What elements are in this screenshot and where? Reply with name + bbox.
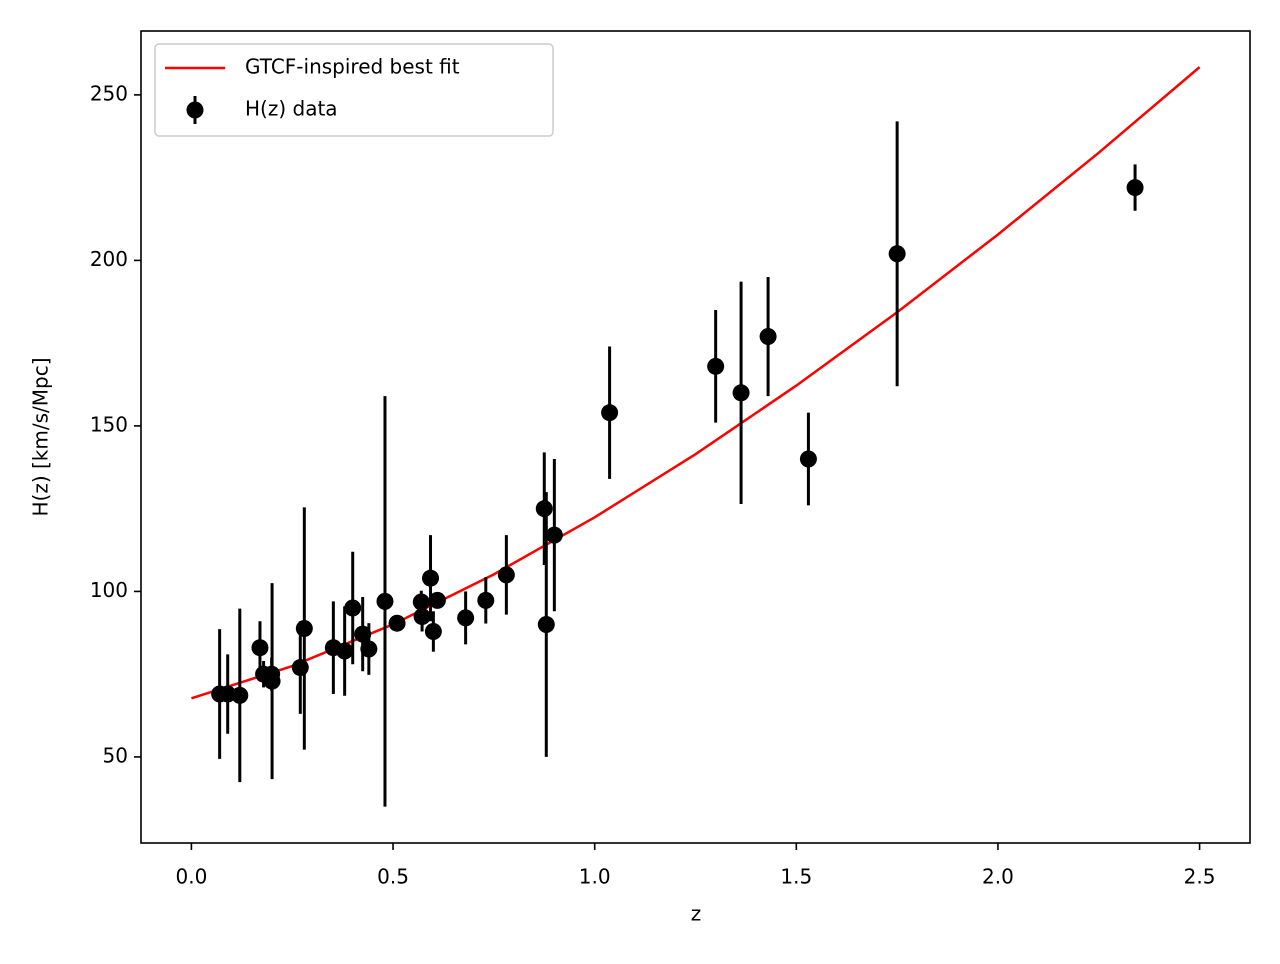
data-point <box>457 609 475 627</box>
x-tick-label: 1.5 <box>780 865 812 889</box>
data-point <box>545 526 563 544</box>
data-point <box>535 500 553 518</box>
data-point <box>537 616 555 634</box>
data-point <box>354 625 372 643</box>
plot-frame <box>140 30 1251 844</box>
data-point <box>497 566 515 584</box>
data-point <box>263 672 281 690</box>
y-axis-label: H(z) [km/s/Mpc] <box>29 357 53 516</box>
data-point <box>707 357 725 375</box>
y-tick-label: 50 <box>103 743 128 767</box>
y-tick-label: 150 <box>90 412 128 436</box>
x-tick-label: 1.0 <box>579 865 611 889</box>
data-point <box>428 591 446 609</box>
x-tick-label: 0.5 <box>377 865 409 889</box>
data-point <box>799 450 817 468</box>
data-point <box>376 592 394 610</box>
y-tick-label: 250 <box>90 81 128 105</box>
data-point <box>231 686 249 704</box>
data-point <box>477 591 495 609</box>
data-point <box>413 608 431 626</box>
x-tick-label: 2.0 <box>982 865 1014 889</box>
legend-box <box>154 43 554 137</box>
data-point <box>422 569 440 587</box>
x-axis-label: z <box>691 902 702 926</box>
legend-label: GTCF-inspired best fit <box>245 55 460 79</box>
data-point <box>424 622 442 640</box>
data-point <box>388 614 406 632</box>
data-point <box>295 619 313 637</box>
data-point <box>336 642 354 660</box>
data-point <box>759 328 777 346</box>
data-point <box>251 639 269 657</box>
data-point <box>732 384 750 402</box>
data-point <box>1126 179 1144 197</box>
y-tick-label: 100 <box>90 578 128 602</box>
data-point <box>291 659 309 677</box>
data-point <box>888 245 906 263</box>
y-tick-label: 200 <box>90 247 128 271</box>
legend-label: H(z) data <box>245 97 338 121</box>
data-point <box>601 404 619 422</box>
legend-marker <box>186 101 204 119</box>
data-point <box>344 599 362 617</box>
x-tick-label: 2.5 <box>1184 865 1216 889</box>
x-tick-label: 0.0 <box>176 865 208 889</box>
data-point <box>360 640 378 658</box>
